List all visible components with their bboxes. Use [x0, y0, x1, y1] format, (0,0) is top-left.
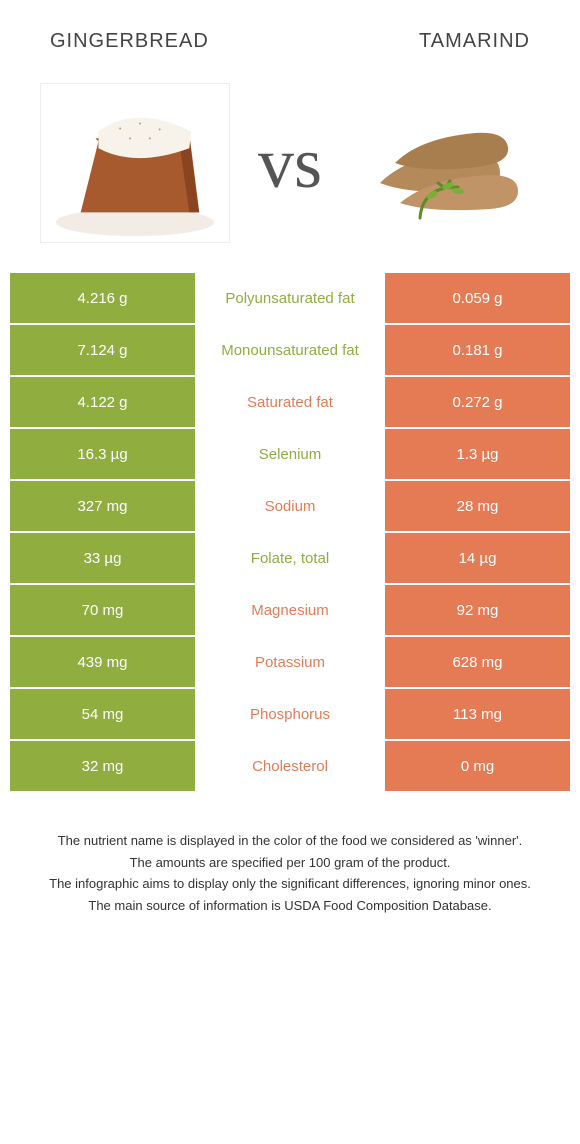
left-value: 4.216 g — [10, 273, 195, 323]
nutrient-label: Sodium — [197, 481, 383, 531]
left-value: 54 mg — [10, 689, 195, 739]
nutrient-label: Monounsaturated fat — [197, 325, 383, 375]
right-food-image — [350, 83, 540, 243]
nutrient-label: Selenium — [197, 429, 383, 479]
left-value: 70 mg — [10, 585, 195, 635]
nutrient-row: 4.216 gPolyunsaturated fat0.059 g — [10, 273, 570, 323]
header-titles: Gingerbread Tamarind — [0, 0, 580, 73]
nutrient-label: Cholesterol — [197, 741, 383, 791]
left-value: 32 mg — [10, 741, 195, 791]
left-value: 7.124 g — [10, 325, 195, 375]
nutrient-row: 54 mgPhosphorus113 mg — [10, 689, 570, 739]
infographic-container: Gingerbread Tamarind vs — [0, 0, 580, 915]
nutrient-label: Polyunsaturated fat — [197, 273, 383, 323]
left-food-title: Gingerbread — [50, 30, 209, 53]
right-value: 92 mg — [385, 585, 570, 635]
nutrient-table: 4.216 gPolyunsaturated fat0.059 g7.124 g… — [10, 273, 570, 791]
footer-line: The infographic aims to display only the… — [40, 874, 540, 894]
hero-row: vs — [0, 73, 580, 273]
nutrient-label: Phosphorus — [197, 689, 383, 739]
footer-line: The nutrient name is displayed in the co… — [40, 831, 540, 851]
vs-label-container: vs — [258, 122, 322, 205]
nutrient-row: 33 µgFolate, total14 µg — [10, 533, 570, 583]
right-value: 0.059 g — [385, 273, 570, 323]
left-value: 33 µg — [10, 533, 195, 583]
left-value: 327 mg — [10, 481, 195, 531]
nutrient-row: 16.3 µgSelenium1.3 µg — [10, 429, 570, 479]
gingerbread-icon — [41, 84, 229, 242]
right-value: 0 mg — [385, 741, 570, 791]
left-food-image — [40, 83, 230, 243]
nutrient-label: Potassium — [197, 637, 383, 687]
footer-notes: The nutrient name is displayed in the co… — [0, 791, 580, 915]
nutrient-row: 7.124 gMonounsaturated fat0.181 g — [10, 325, 570, 375]
right-food-title: Tamarind — [419, 30, 530, 53]
nutrient-row: 70 mgMagnesium92 mg — [10, 585, 570, 635]
nutrient-row: 4.122 gSaturated fat0.272 g — [10, 377, 570, 427]
footer-line: The amounts are specified per 100 gram o… — [40, 853, 540, 873]
nutrient-label: Saturated fat — [197, 377, 383, 427]
right-value: 14 µg — [385, 533, 570, 583]
left-value: 439 mg — [10, 637, 195, 687]
right-value: 0.181 g — [385, 325, 570, 375]
right-value: 28 mg — [385, 481, 570, 531]
nutrient-row: 32 mgCholesterol0 mg — [10, 741, 570, 791]
right-value: 0.272 g — [385, 377, 570, 427]
right-value: 1.3 µg — [385, 429, 570, 479]
vs-label: vs — [258, 123, 322, 203]
tamarind-icon — [350, 83, 540, 243]
left-value: 4.122 g — [10, 377, 195, 427]
nutrient-row: 327 mgSodium28 mg — [10, 481, 570, 531]
nutrient-label: Folate, total — [197, 533, 383, 583]
right-value: 628 mg — [385, 637, 570, 687]
footer-line: The main source of information is USDA F… — [40, 896, 540, 916]
right-value: 113 mg — [385, 689, 570, 739]
nutrient-row: 439 mgPotassium628 mg — [10, 637, 570, 687]
left-value: 16.3 µg — [10, 429, 195, 479]
nutrient-label: Magnesium — [197, 585, 383, 635]
